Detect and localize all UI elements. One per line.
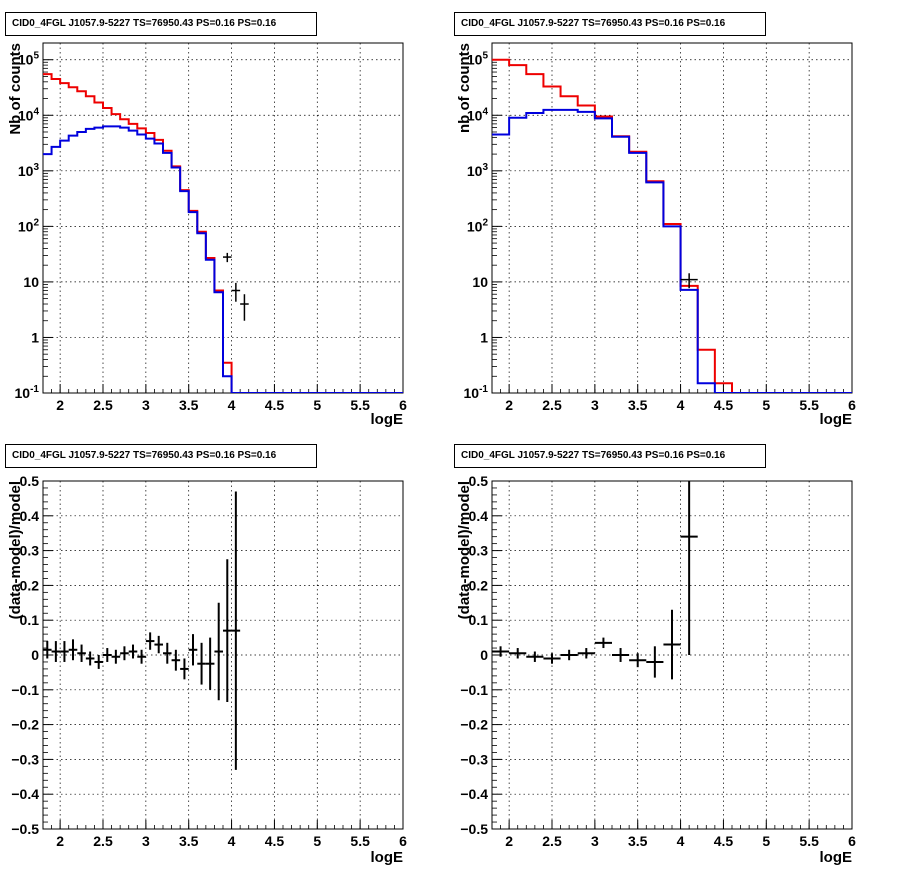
y-tick-label: 103 (18, 162, 40, 179)
x-axis-label: logE (820, 411, 853, 428)
x-tick-label: 6 (848, 833, 856, 849)
plot-frame (491, 42, 853, 394)
y-tick-label: 0.3 (20, 543, 40, 559)
y-tick-label: 0.5 (469, 473, 489, 489)
y-tick-label: 104 (18, 106, 40, 123)
y-tick-label: 1 (31, 329, 39, 345)
x-tick-label: 3 (591, 397, 599, 413)
y-tick-label: −0.1 (11, 682, 39, 698)
y-tick-label: −0.3 (11, 751, 39, 767)
x-axis-label: logE (820, 849, 853, 866)
y-axis-label: nb of counts (456, 43, 473, 133)
x-tick-label: 4.5 (714, 833, 734, 849)
x-tick-label: 3 (142, 833, 150, 849)
y-tick-label: 0.1 (20, 612, 40, 628)
x-tick-label: 2.5 (542, 397, 562, 413)
x-tick-label: 3.5 (179, 833, 199, 849)
y-tick-label: 102 (467, 217, 489, 234)
blue-model-histogram (492, 108, 852, 393)
y-tick-label: −0.1 (460, 682, 488, 698)
x-tick-label: 6 (399, 833, 407, 849)
y-tick-label: 0 (31, 647, 39, 663)
x-tick-label: 2 (505, 397, 513, 413)
y-axis-label: Nb of counts (7, 43, 24, 135)
plot-area (492, 481, 698, 680)
x-tick-label: 5 (762, 833, 770, 849)
y-tick-label: 0 (480, 647, 488, 663)
chart-panel-1: 2 2.5 3 3.5 4 4.5 5 5.5 6 10-1 1 10 102 103 104 105 logE… (7, 42, 407, 428)
x-tick-label: 5.5 (799, 397, 819, 413)
y-tick-label: 105 (18, 51, 40, 68)
y-tick-label: 103 (467, 162, 489, 179)
x-tick-label: 5.5 (350, 397, 370, 413)
x-tick-label: 5.5 (350, 833, 370, 849)
x-tick-label: 5 (313, 833, 321, 849)
chart-title-3: CID0_4FGL J1057.9-5227 TS=76950.43 PS=0.… (5, 444, 317, 468)
x-tick-label: 3 (591, 833, 599, 849)
y-tick-label: 0.2 (20, 577, 40, 593)
y-tick-label: −0.5 (460, 821, 488, 837)
y-tick-label: 10 (472, 274, 488, 290)
x-tick-label: 2 (505, 833, 513, 849)
chart-title-1: CID0_4FGL J1057.9-5227 TS=76950.43 PS=0.… (5, 12, 317, 36)
y-tick-label: 0.5 (20, 473, 40, 489)
chart-panel-2: 2 2.5 3 3.5 4 4.5 5 5.5 6 10-1 1 10 102 103 104 105 logE… (456, 42, 856, 428)
y-axis-label: (data-model)/model (7, 481, 24, 619)
y-tick-label: 0.3 (469, 543, 489, 559)
y-tick-label: −0.3 (460, 751, 488, 767)
y-tick-label: 102 (18, 217, 40, 234)
plot-area (492, 58, 852, 393)
y-tick-label: 10 (23, 274, 39, 290)
x-tick-label: 6 (848, 397, 856, 413)
x-tick-label: 4 (677, 397, 685, 413)
y-tick-label: 0.4 (20, 508, 40, 524)
x-axis-label: logE (371, 411, 404, 428)
y-tick-label: 0.4 (469, 508, 489, 524)
x-tick-label: 3 (142, 397, 150, 413)
x-tick-label: 5 (313, 397, 321, 413)
y-tick-label: 10-1 (464, 384, 489, 401)
y-tick-label: 0.1 (469, 612, 489, 628)
x-axis-label: logE (371, 849, 404, 866)
x-tick-label: 6 (399, 397, 407, 413)
blue-model-histogram (43, 125, 403, 393)
x-tick-label: 3.5 (179, 397, 199, 413)
chart-panel-3: 2 2.5 3 3.5 4 4.5 5 5.5 6 −0.5 −0.4 −0.3 −0.2 −0.1 0 0.… (7, 473, 407, 866)
y-tick-label: 10-1 (15, 384, 40, 401)
x-tick-label: 2.5 (93, 833, 113, 849)
x-tick-label: 5.5 (799, 833, 819, 849)
y-tick-label: −0.5 (11, 821, 39, 837)
x-tick-label: 4.5 (265, 397, 285, 413)
chart-title-4: CID0_4FGL J1057.9-5227 TS=76950.43 PS=0.… (454, 444, 766, 468)
x-tick-label: 2.5 (542, 833, 562, 849)
chart-panel-4: 2 2.5 3 3.5 4 4.5 5 5.5 6 −0.5 −0.4 −0.3 −0.2 −0.1 0 0.… (456, 473, 856, 866)
x-tick-label: 2.5 (93, 397, 113, 413)
y-tick-label: −0.4 (11, 786, 39, 802)
x-tick-label: 4 (228, 833, 236, 849)
x-tick-label: 3.5 (628, 397, 648, 413)
x-tick-label: 4 (228, 397, 236, 413)
y-tick-label: 104 (467, 106, 489, 123)
y-tick-label: 105 (467, 51, 489, 68)
x-tick-label: 5 (762, 397, 770, 413)
y-tick-label: 0.2 (469, 577, 489, 593)
plot-area (43, 73, 403, 393)
plot-area (43, 491, 241, 770)
chart-title-2: CID0_4FGL J1057.9-5227 TS=76950.43 PS=0.… (454, 12, 766, 36)
y-tick-label: −0.2 (460, 717, 488, 733)
y-tick-label: 1 (480, 329, 488, 345)
x-tick-label: 3.5 (628, 833, 648, 849)
y-tick-label: −0.4 (460, 786, 488, 802)
x-tick-label: 2 (56, 833, 64, 849)
y-tick-label: −0.2 (11, 717, 39, 733)
y-axis-label: (data-model)/model (456, 481, 473, 619)
x-tick-label: 4.5 (265, 833, 285, 849)
x-tick-label: 2 (56, 397, 64, 413)
x-tick-label: 4 (677, 833, 685, 849)
x-tick-label: 4.5 (714, 397, 734, 413)
